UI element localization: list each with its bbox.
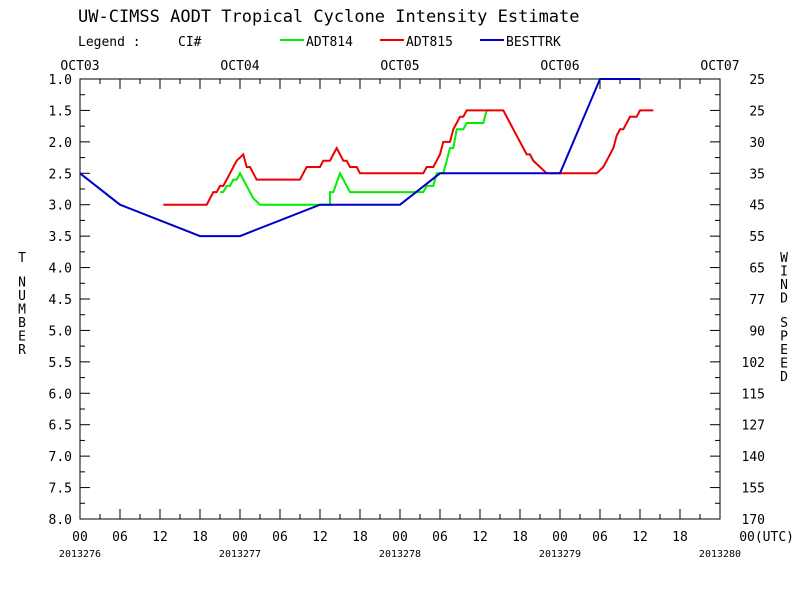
y-axis-title-char: E <box>18 329 26 344</box>
y-tick-label: 6.5 <box>49 419 72 434</box>
y-tick-label: 1.0 <box>49 73 72 88</box>
x-tick-label: 12 <box>312 530 328 545</box>
x-tick-label: 00(UTC) <box>739 530 794 545</box>
y-axis-title-right-char: S <box>780 316 788 331</box>
x-date-label: 2013277 <box>219 549 261 560</box>
wind-tick-label: 65 <box>749 262 765 277</box>
x-date-label: 2013276 <box>59 549 101 560</box>
wind-tick-label: 35 <box>749 167 765 182</box>
y-axis-title-right-char: P <box>780 329 788 344</box>
y-tick-label: 3.0 <box>49 199 72 214</box>
x-tick-label: 06 <box>432 530 448 545</box>
chart-title: UW-CIMSS AODT Tropical Cyclone Intensity… <box>78 7 580 27</box>
wind-tick-label: 25 <box>749 73 765 88</box>
wind-tick-label: 45 <box>749 199 765 214</box>
month-label: OCT03 <box>60 59 99 74</box>
month-label: OCT06 <box>540 59 579 74</box>
y-axis-title-right-char: D <box>780 292 788 307</box>
x-tick-label: 12 <box>632 530 648 545</box>
y-tick-label: 2.5 <box>49 167 72 182</box>
x-date-label: 2013280 <box>699 549 741 560</box>
x-date-label: 2013279 <box>539 549 581 560</box>
plot-frame <box>79 78 721 520</box>
wind-tick-label: 102 <box>742 356 765 371</box>
y-axis-title-char: M <box>18 302 26 317</box>
wind-tick-label: 30 <box>749 136 765 151</box>
series-group <box>79 78 654 238</box>
y-tick-label: 1.5 <box>49 104 72 119</box>
y-tick-label: 5.0 <box>49 324 72 339</box>
x-tick-label: 06 <box>272 530 288 545</box>
legend-item-besttrk: BESTTRK <box>506 35 561 50</box>
x-tick-label: 00 <box>72 530 88 545</box>
y-axis-title-right-char: E <box>780 343 788 358</box>
legend: ADT814 ADT815 BESTTRK <box>280 35 561 50</box>
legend-item-adt815: ADT815 <box>406 35 453 50</box>
legend-subject: CI# <box>178 35 202 50</box>
x-tick-label: 18 <box>192 530 208 545</box>
wind-tick-label: 140 <box>742 450 765 465</box>
wind-tick-label: 25 <box>749 104 765 119</box>
x-tick-label: 00 <box>552 530 568 545</box>
y-tick-label: 5.5 <box>49 356 72 371</box>
month-label: OCT04 <box>220 59 259 74</box>
wind-tick-label: 155 <box>742 482 765 497</box>
y-axis-title-char: B <box>18 316 26 331</box>
y-axis-title-right-char: W <box>780 251 788 266</box>
wind-tick-label: 77 <box>749 293 765 308</box>
y-tick-label: 7.5 <box>49 482 72 497</box>
x-tick-label: 06 <box>112 530 128 545</box>
y-axis-title-right-char: I <box>780 265 788 280</box>
wind-tick-label: 127 <box>742 419 765 434</box>
x-date-label: 2013278 <box>379 549 421 560</box>
x-tick-label: 06 <box>592 530 608 545</box>
legend-label: Legend : <box>78 35 141 50</box>
wind-tick-label: 170 <box>742 513 765 528</box>
axes: 1.0 1.5 2.0 2.5 3.0 3.5 4.0 4.5 5.0 5.5 6.0 6.5 7.0 7… <box>18 59 794 560</box>
y-axis-title-char: U <box>18 289 26 304</box>
series-line-adt815 <box>163 109 654 206</box>
y-axis-title-right-char: N <box>780 278 788 293</box>
y-axis-title-char: N <box>18 275 26 290</box>
y-tick-label: 6.0 <box>49 387 72 402</box>
x-tick-label: 18 <box>672 530 688 545</box>
y-axis-title-right-char: D <box>780 370 788 385</box>
y-tick-label: 8.0 <box>49 513 72 528</box>
x-tick-label: 00 <box>232 530 248 545</box>
y-tick-label: 7.0 <box>49 450 72 465</box>
x-tick-label: 00 <box>392 530 408 545</box>
legend-item-adt814: ADT814 <box>306 35 353 50</box>
series-line-besttrk <box>79 78 640 238</box>
y-axis-title-char: R <box>18 343 26 358</box>
y-axis-title-right-char: E <box>780 356 788 371</box>
series-line-adt814 <box>220 109 490 206</box>
x-tick-label: 12 <box>152 530 168 545</box>
wind-tick-label: 115 <box>742 387 765 402</box>
wind-tick-label: 90 <box>749 324 765 339</box>
y-tick-label: 4.0 <box>49 262 72 277</box>
month-label: OCT07 <box>700 59 739 74</box>
x-tick-label: 18 <box>512 530 528 545</box>
y-tick-label: 4.5 <box>49 293 72 308</box>
y-tick-label: 3.5 <box>49 230 72 245</box>
x-tick-label: 12 <box>472 530 488 545</box>
y-tick-label: 2.0 <box>49 136 72 151</box>
x-tick-label: 18 <box>352 530 368 545</box>
month-label: OCT05 <box>380 59 419 74</box>
wind-tick-label: 55 <box>749 230 765 245</box>
y-axis-title-char: T <box>18 251 26 266</box>
